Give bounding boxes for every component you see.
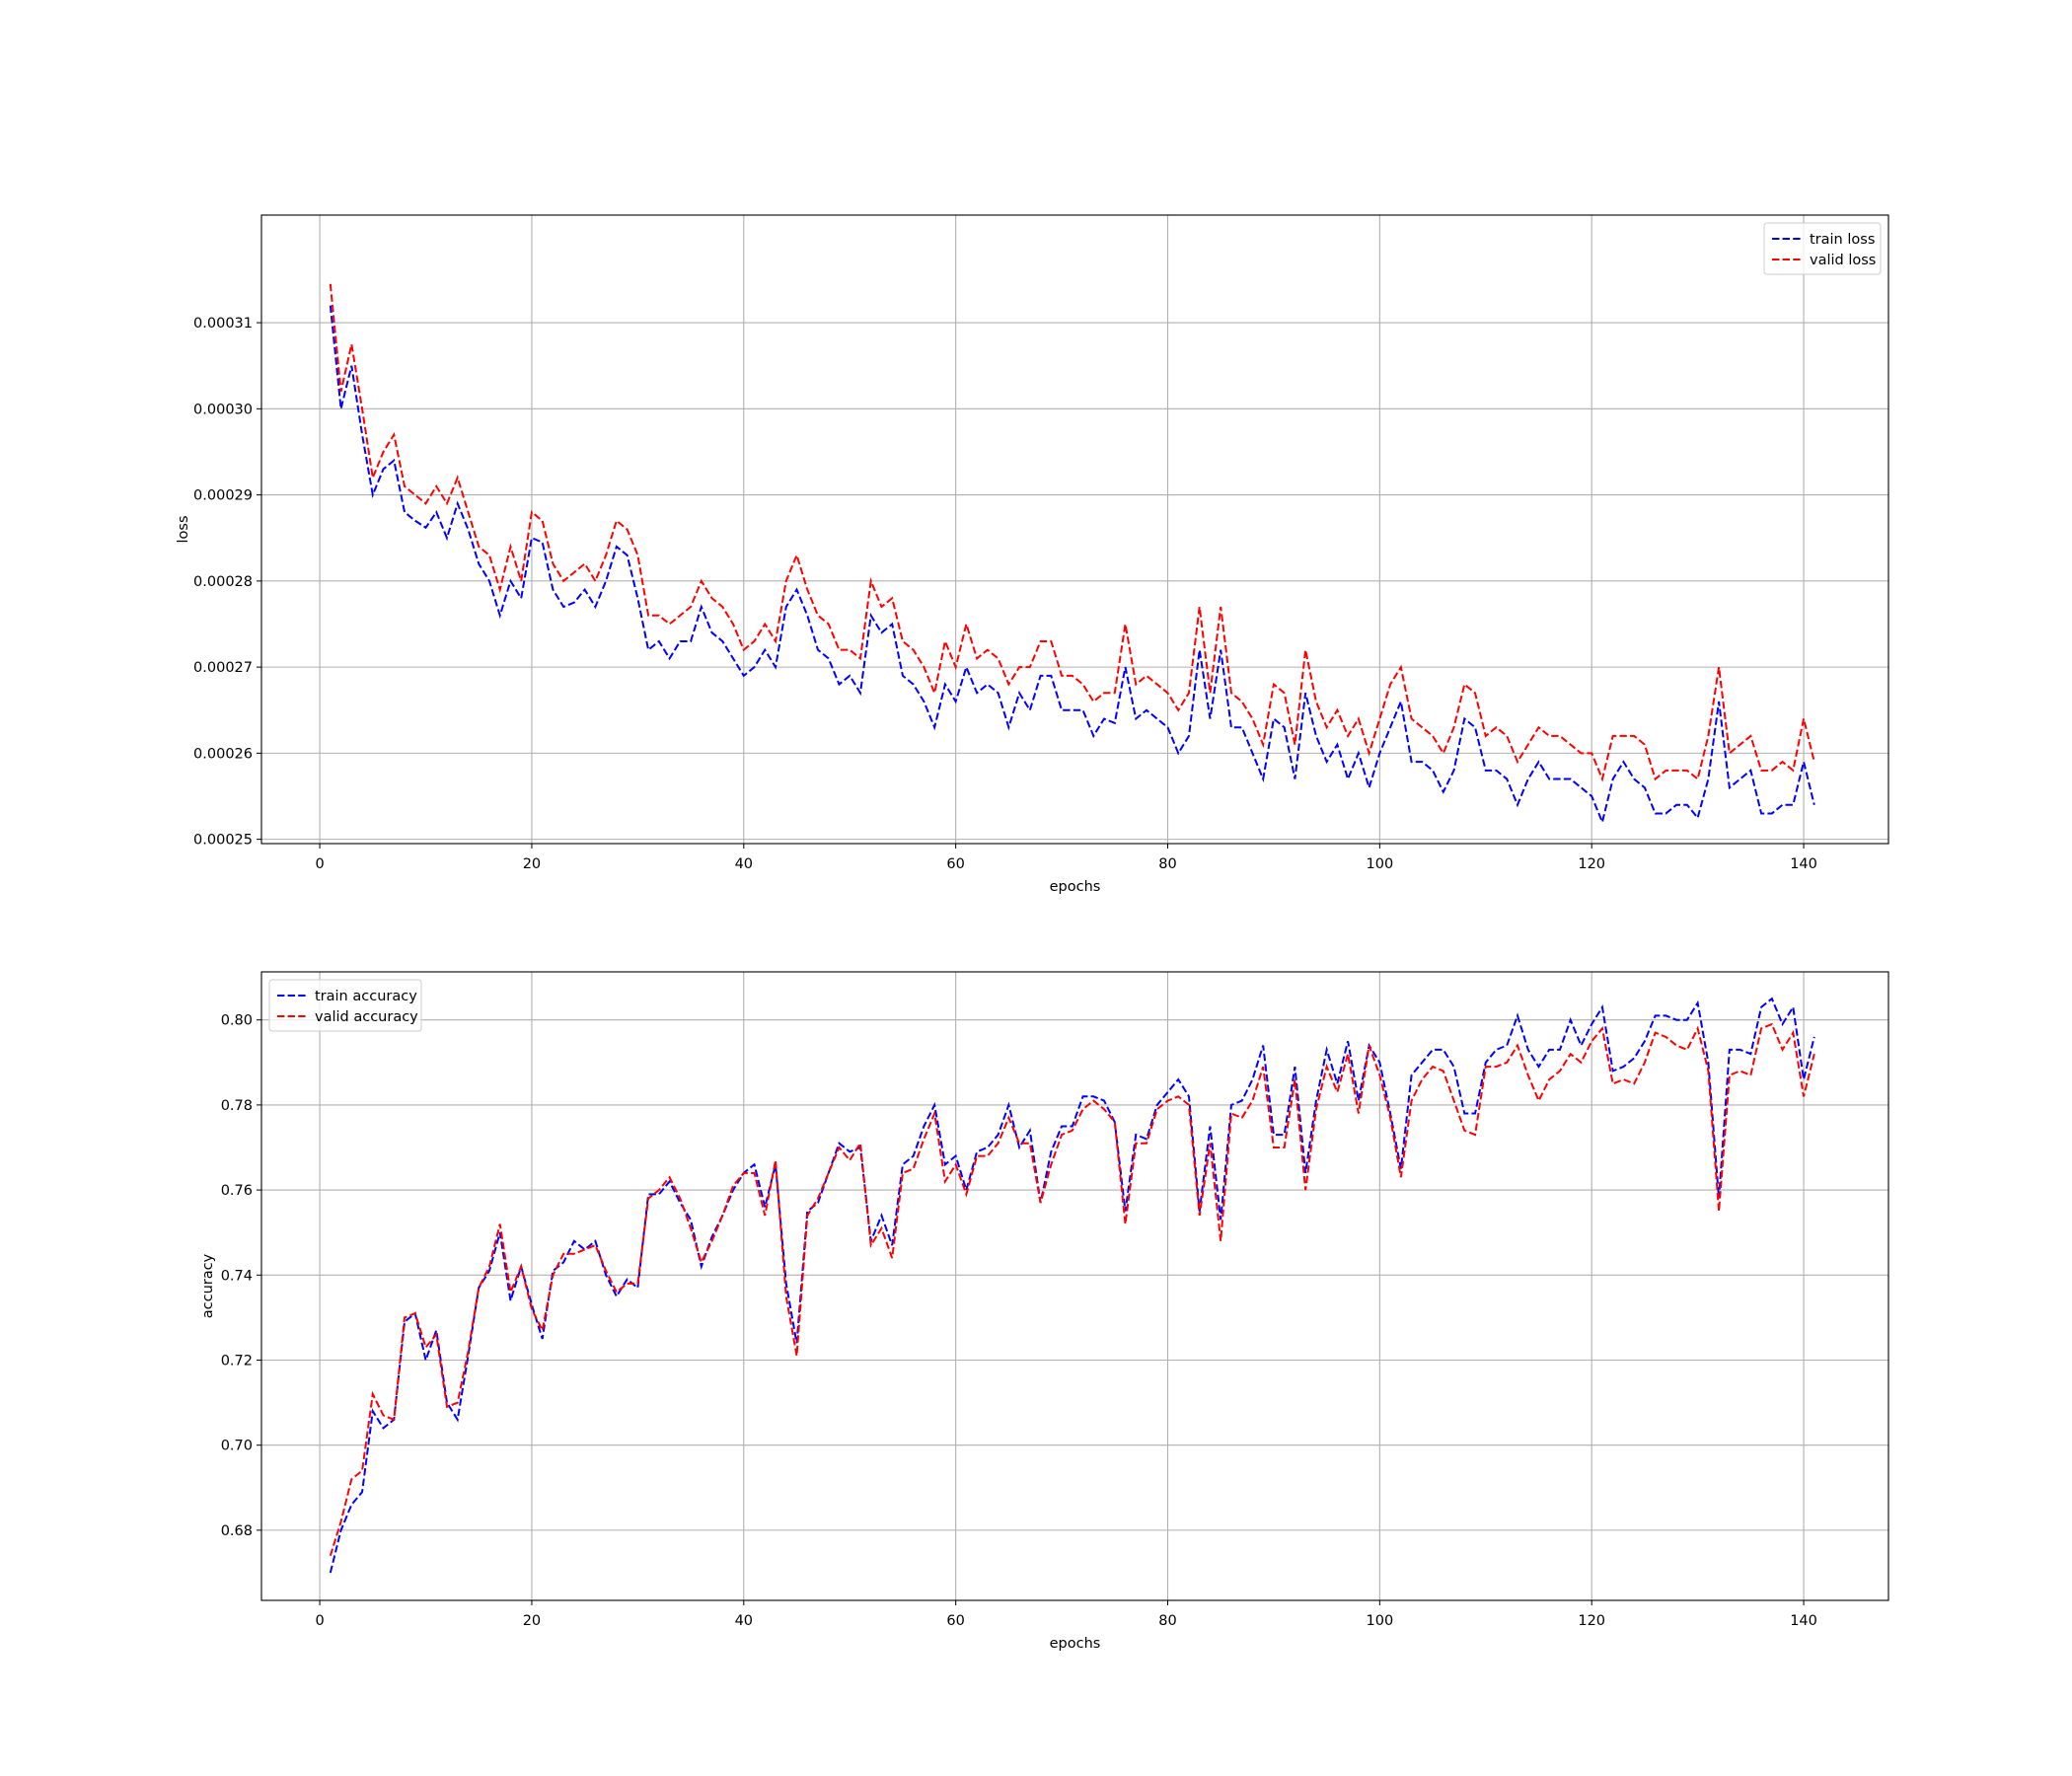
x-axis-label: epochs — [1050, 1636, 1101, 1652]
x-tick-label: 80 — [1158, 1613, 1176, 1629]
series-line-valid-accuracy — [329, 1022, 1815, 1557]
y-tick-label: 0.72 — [221, 1353, 253, 1369]
legend-label: train loss — [1810, 232, 1875, 248]
x-axis-label: epochs — [1050, 879, 1101, 895]
loss-plot: 0 20 40 60 80 100 120 140 0.00025 0.00026 0.00027 0… — [176, 214, 1889, 895]
legend-label: train accuracy — [315, 989, 417, 1004]
series-line-valid-loss — [329, 283, 1815, 782]
axes-frame — [260, 971, 1889, 1601]
x-tick-label: 100 — [1367, 1613, 1394, 1629]
x-tick-label: 0 — [315, 1613, 324, 1629]
y-tick-label: 0.00031 — [193, 316, 253, 332]
accuracy-plot: 0 20 40 60 80 100 120 140 0.68 0.70 0.72 0.74 0.76 0.… — [200, 971, 1889, 1652]
x-tick-label: 140 — [1790, 856, 1817, 872]
x-tick-label: 20 — [523, 856, 541, 872]
x-tick-label: 100 — [1367, 856, 1394, 872]
x-tick-label: 0 — [315, 856, 324, 872]
x-tick-label: 60 — [946, 856, 964, 872]
y-tick-label: 0.00027 — [193, 660, 253, 676]
y-tick-label: 0.74 — [221, 1268, 253, 1284]
legend-label: valid accuracy — [315, 1009, 418, 1025]
x-tick-label: 120 — [1578, 856, 1605, 872]
y-tick-label: 0.80 — [221, 1013, 253, 1029]
x-tick-label: 60 — [946, 1613, 964, 1629]
x-tick-label: 80 — [1158, 856, 1176, 872]
legend-box — [268, 979, 422, 1032]
axes-frame — [260, 214, 1889, 845]
y-tick-label: 0.00030 — [193, 402, 253, 417]
y-axis-label: loss — [176, 515, 191, 543]
y-tick-label: 0.00029 — [193, 488, 253, 504]
y-tick-label: 0.00025 — [193, 833, 253, 849]
x-tick-label: 140 — [1790, 1613, 1817, 1629]
y-tick-label: 0.76 — [221, 1183, 253, 1199]
series-line-train-loss — [329, 305, 1815, 826]
x-tick-label: 40 — [735, 1613, 753, 1629]
x-tick-label: 120 — [1578, 1613, 1605, 1629]
y-axis-label: accuracy — [200, 1253, 216, 1318]
y-tick-label: 0.68 — [221, 1523, 253, 1539]
x-tick-label: 20 — [523, 1613, 541, 1629]
x-tick-label: 40 — [735, 856, 753, 872]
y-tick-label: 0.78 — [221, 1098, 253, 1114]
legend-label: valid loss — [1810, 253, 1876, 268]
y-tick-label: 0.70 — [221, 1439, 253, 1454]
y-tick-label: 0.00026 — [193, 746, 253, 762]
series-line-train-accuracy — [329, 997, 1815, 1574]
legend-box — [1763, 222, 1882, 275]
y-tick-label: 0.00028 — [193, 574, 253, 590]
